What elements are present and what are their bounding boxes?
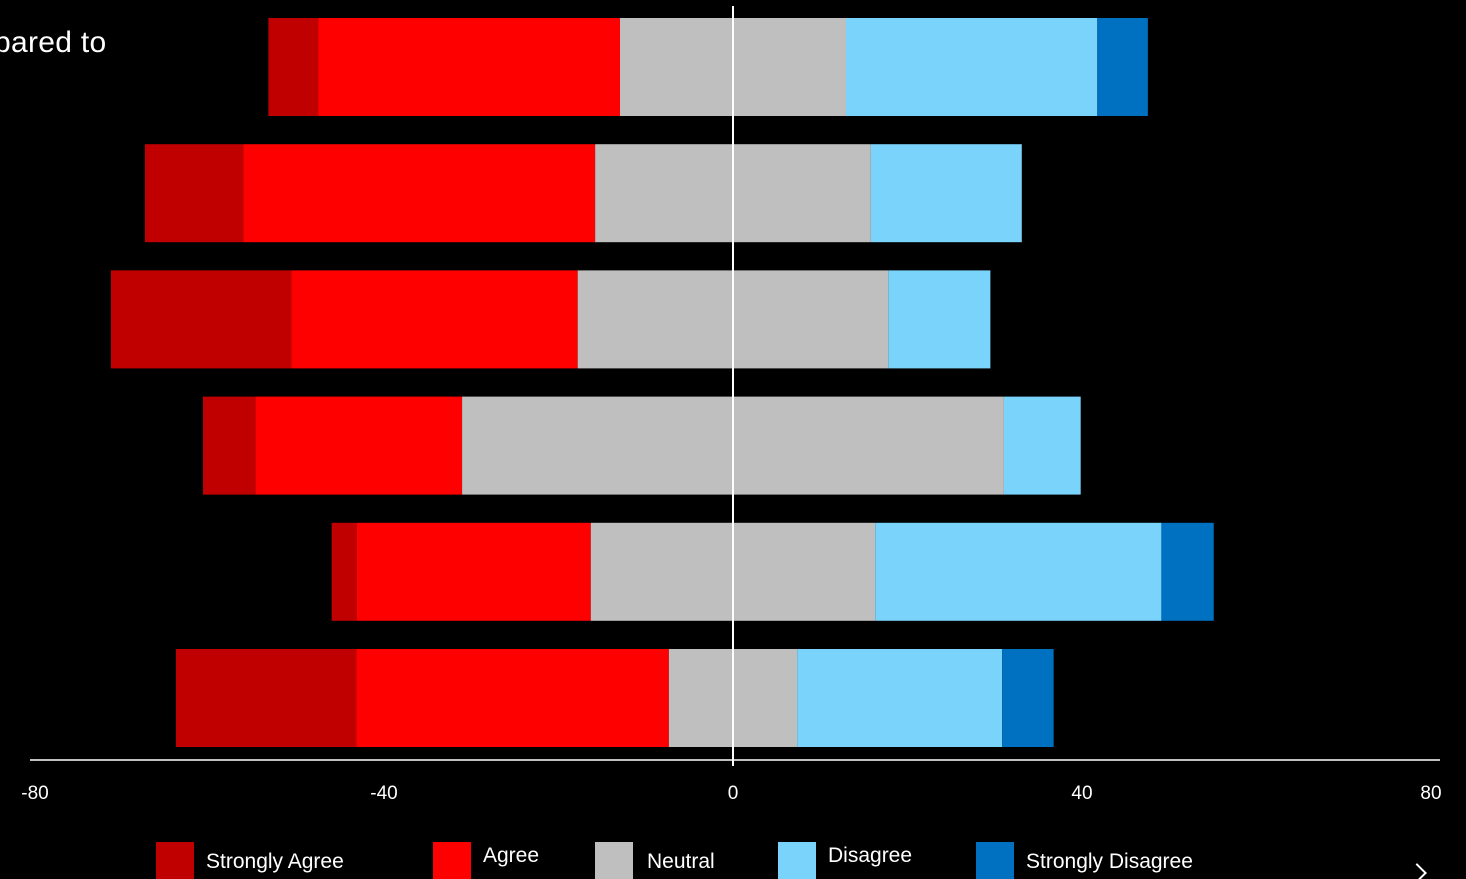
x-tick-label: 80 [1420,783,1441,804]
x-tick-label: 0 [728,783,739,804]
x-tick-label: -40 [370,783,397,804]
bar-segment-agree [291,270,578,369]
bar-segment-strongly-agree [175,649,357,747]
bar-segment-strongly-agree [268,18,319,116]
bar-segment-agree [356,649,669,747]
bar-segment-disagree [875,522,1162,621]
bar-segment-agree [243,144,596,243]
legend-swatch [976,842,1014,879]
bar-segment-agree [356,522,591,621]
bar-segment-strongly-disagree [1002,649,1054,747]
legend: Strongly Agree Agree Neutral Disagree St… [156,842,1246,879]
legend-label: Disagree [828,844,913,867]
legend-swatch [778,842,816,879]
legend-label: Strongly Disagree [1026,850,1193,873]
bar-segment-agree [255,396,463,495]
legend-label: Neutral [647,850,715,873]
legend-swatch [156,842,194,879]
bar-segment-disagree [870,144,1022,243]
bar-segment-agree [318,18,621,116]
bar-segment-disagree [797,649,1003,747]
bar-segment-strongly-agree [144,144,244,243]
x-tick-label: -80 [21,783,48,804]
x-tick-labels: -80 -40 0 40 80 [21,783,1441,804]
bar-area [110,18,1214,747]
bar-segment-strongly-disagree [1097,18,1148,116]
bar-segment-strongly-agree [110,270,292,369]
bar-segment-disagree [845,18,1098,116]
legend-label: Agree [483,844,540,867]
bar-segment-disagree [888,270,991,369]
legend-swatch [433,842,471,879]
bar-segment-strongly-agree [331,522,357,621]
legend-swatch [595,842,633,879]
bar-segment-strongly-disagree [1161,522,1214,621]
slide-title-fragment: pared to [0,26,107,59]
bar-segment-disagree [1003,396,1081,495]
bar-segment-strongly-agree [202,396,256,495]
x-tick-label: 40 [1071,783,1092,804]
legend-label: Strongly Agree [206,850,344,873]
